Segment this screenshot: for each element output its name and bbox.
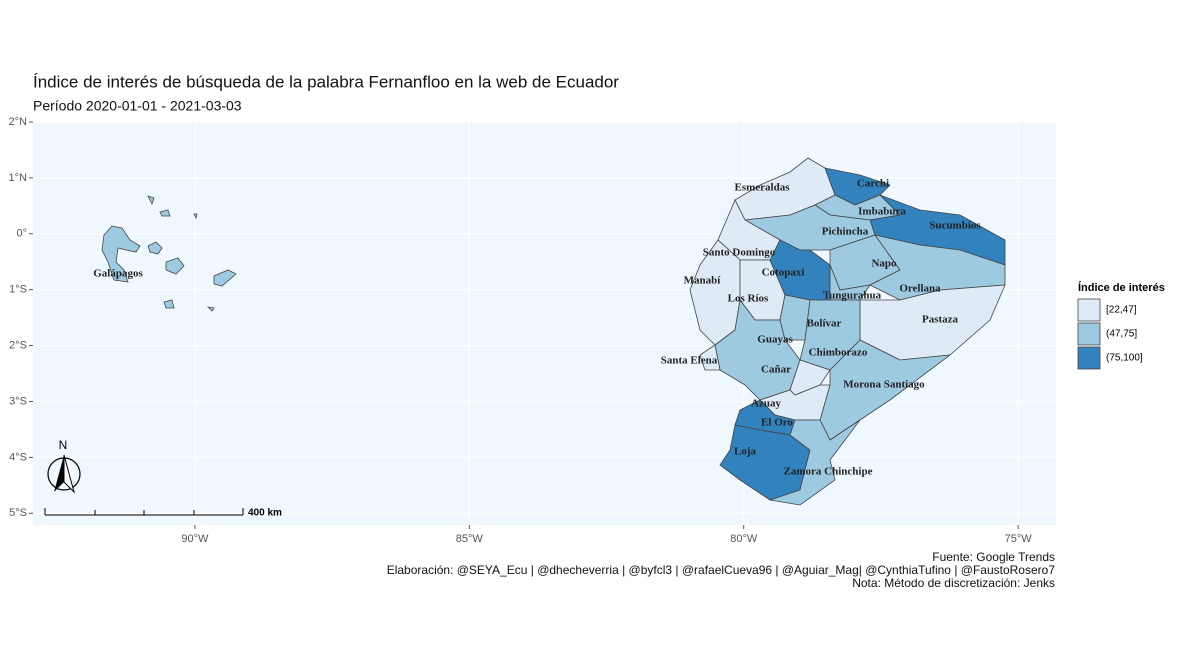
province-shape <box>147 241 163 255</box>
x-tick-label: 80°W <box>730 533 758 545</box>
province-label: Galápagos <box>93 268 143 280</box>
legend-label: [22,47] <box>1106 305 1137 316</box>
x-tick-label: 85°W <box>456 533 484 545</box>
province-label: Esmeraldas <box>735 182 791 194</box>
province-shape <box>101 225 141 283</box>
province-label: El Oro <box>761 417 793 429</box>
scale-bar <box>44 508 244 516</box>
y-tick-label: 1°S <box>9 284 27 296</box>
province-label: Pastaza <box>922 314 959 326</box>
province-label: Morona Santiago <box>843 379 925 391</box>
province-shape <box>193 213 198 220</box>
y-tick-label: 2°N <box>9 116 28 128</box>
y-tick-label: 4°S <box>9 451 27 463</box>
legend-title: Índice de interés <box>1078 281 1165 294</box>
province-label: Los Ríos <box>728 293 769 305</box>
subtitle: Período 2020-01-01 - 2021-03-03 <box>33 98 242 114</box>
province-label: Santo Domingo <box>703 247 776 259</box>
province-label: Sucumbíos <box>929 220 981 232</box>
legend-swatch <box>1077 346 1101 370</box>
arrow-right <box>63 454 75 494</box>
legend-label: (75,100] <box>1106 353 1143 364</box>
y-tick-label: 0° <box>16 228 27 240</box>
arrow-left <box>54 455 64 492</box>
caption: Elaboración: @SEYA_Ecu | @dhecheverria |… <box>387 563 1056 577</box>
north-label: N <box>59 438 68 452</box>
province-label: Pichincha <box>822 226 869 238</box>
title: Índice de interés de búsqueda de la pala… <box>33 72 619 91</box>
province-shape <box>206 306 215 312</box>
province-label: Loja <box>734 446 757 458</box>
province-label: Imbabura <box>858 206 906 218</box>
legend-label: (47,75] <box>1106 329 1137 340</box>
province-label: Santa Elena <box>661 355 718 367</box>
province-label: Napo <box>871 258 897 270</box>
y-tick-label: 2°S <box>9 339 27 351</box>
province-label: Guayas <box>757 334 793 346</box>
x-tick-label: 75°W <box>1005 533 1033 545</box>
y-tick-label: 5°S <box>9 507 27 519</box>
province-shape <box>165 257 185 275</box>
y-tick-label: 1°N <box>9 172 28 184</box>
province-shape <box>699 344 721 371</box>
province-shape <box>163 299 175 309</box>
province-label: Tungurahua <box>823 290 882 302</box>
province-label: Carchi <box>857 178 889 190</box>
province-shape <box>147 195 155 206</box>
province-shape <box>779 294 811 341</box>
province-label: Zamora Chinchipe <box>784 466 873 478</box>
province-label: Orellana <box>899 283 941 295</box>
legend-swatch <box>1077 298 1101 322</box>
province-label: Chimborazo <box>809 347 868 359</box>
province-label: Cañar <box>761 364 791 376</box>
scale-label: 400 km <box>248 508 282 519</box>
province-shape <box>159 209 171 217</box>
north-arrow: N <box>47 438 81 494</box>
province-label: Manabí <box>684 275 722 287</box>
caption: Nota: Método de discretización: Jenks <box>852 576 1055 590</box>
y-tick-label: 3°S <box>9 395 27 407</box>
caption: Fuente: Google Trends <box>932 550 1055 564</box>
province-label: Azuay <box>751 398 781 410</box>
province-label: Cotopaxi <box>762 267 805 279</box>
province-label: Bolívar <box>807 318 842 330</box>
province-shape <box>213 269 237 287</box>
x-tick-label: 90°W <box>181 533 209 545</box>
province-shape <box>829 264 871 301</box>
legend-swatch <box>1077 322 1101 346</box>
province-shape <box>769 419 861 506</box>
